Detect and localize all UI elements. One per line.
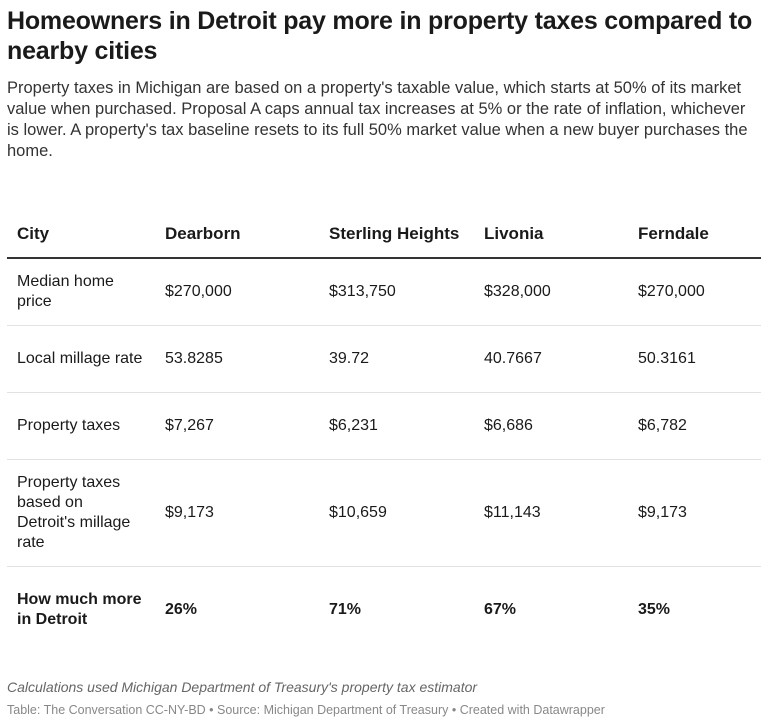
table-row-property-taxes: Property taxes $7,267 $6,231 $6,686 $6,7… (7, 392, 761, 460)
table-cell: $9,173 (155, 459, 319, 567)
table-cell: $6,782 (628, 392, 761, 460)
table-row-how-much-more: How much more in Detroit 26% 71% 67% 35% (7, 566, 761, 653)
column-header-livonia: Livonia (474, 197, 628, 259)
column-header-city: City (7, 197, 155, 259)
table-cell: $10,659 (319, 459, 474, 567)
source-line: Table: The Conversation CC-NY-BD • Sourc… (7, 703, 605, 717)
row-label: Property taxes (7, 392, 155, 460)
table-cell: $11,143 (474, 459, 628, 567)
table-cell: $270,000 (628, 258, 761, 326)
table-cell: 53.8285 (155, 325, 319, 393)
table-row-local-millage-rate: Local millage rate 53.8285 39.72 40.7667… (7, 325, 761, 393)
column-header-dearborn: Dearborn (155, 197, 319, 259)
table-row-detroit-millage-taxes: Property taxes based on Detroit's millag… (7, 459, 761, 567)
table-row-median-home-price: Median home price $270,000 $313,750 $328… (7, 258, 761, 326)
chart-header: Homeowners in Detroit pay more in proper… (7, 6, 761, 162)
row-label: Local millage rate (7, 325, 155, 393)
table-cell: 50.3161 (628, 325, 761, 393)
row-label: Property taxes based on Detroit's millag… (7, 459, 155, 567)
table-cell: $328,000 (474, 258, 628, 326)
table-cell: 35% (638, 600, 671, 618)
table-cell: $6,686 (474, 392, 628, 460)
table-cell: 39.72 (319, 325, 474, 393)
table-cell: $270,000 (155, 258, 319, 326)
row-label: How much more in Detroit (17, 590, 142, 628)
column-header-ferndale: Ferndale (628, 197, 761, 259)
data-table: City Dearborn Sterling Heights Livonia F… (7, 197, 761, 653)
column-header-sterling-heights: Sterling Heights (319, 197, 474, 259)
chart-description: Property taxes in Michigan are based on … (7, 79, 748, 160)
table-cell: $6,231 (319, 392, 474, 460)
row-label: Median home price (7, 258, 155, 326)
chart-title: Homeowners in Detroit pay more in proper… (7, 7, 753, 65)
footnote: Calculations used Michigan Department of… (7, 679, 478, 695)
table-cell: 26% (165, 600, 198, 618)
table-cell: $7,267 (155, 392, 319, 460)
table-cell: 71% (329, 600, 362, 618)
table-cell: 67% (484, 600, 517, 618)
table-cell: $313,750 (319, 258, 474, 326)
table-cell: 40.7667 (474, 325, 628, 393)
table-cell: $9,173 (628, 459, 761, 567)
table-header-row: City Dearborn Sterling Heights Livonia F… (7, 197, 761, 259)
